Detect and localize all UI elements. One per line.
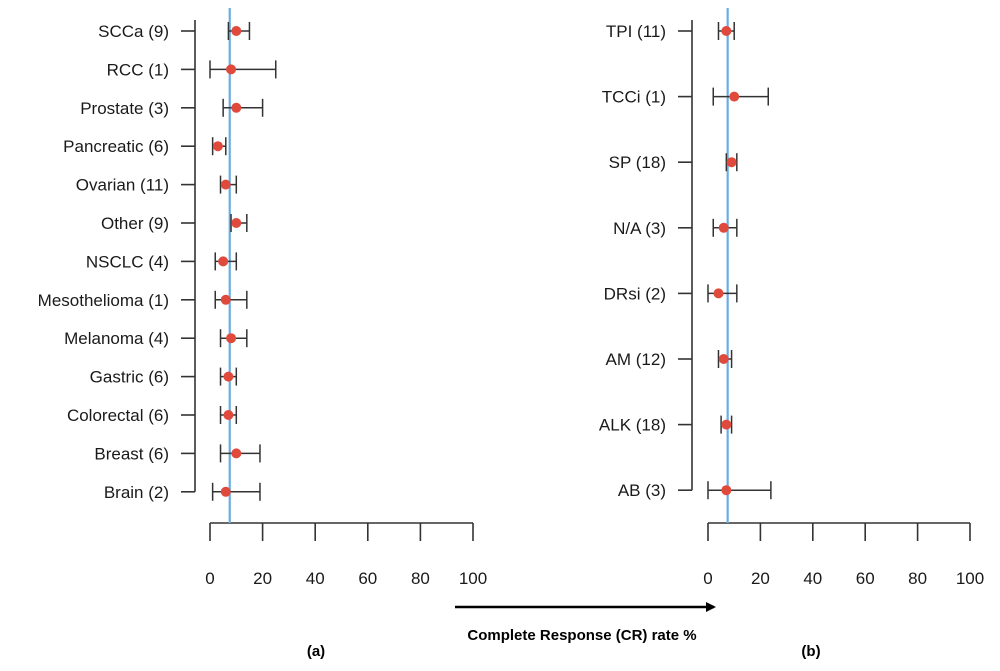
error-bar [712,87,770,106]
data-point [226,333,237,344]
error-bar [211,482,261,501]
category-label: ALK (18) [599,416,666,435]
category-label: Other (9) [101,214,169,233]
x-tick-label: 20 [253,569,272,588]
data-point [718,222,729,233]
x-tick-label: 100 [956,569,984,588]
error-bar [214,290,248,309]
x-tick-label: 60 [358,569,377,588]
data-point [212,141,223,152]
category-label: Prostate (3) [80,99,169,118]
x-tick-label: 80 [908,569,927,588]
category-label: SCCa (9) [98,22,169,41]
x-axis-title: Complete Response (CR) rate % [467,627,696,644]
data-point [231,102,242,113]
data-point [218,256,229,267]
x-tick-label: 100 [459,569,487,588]
error-bar [222,98,264,117]
data-point [226,64,237,75]
x-tick-label: 20 [751,569,770,588]
category-label: N/A (3) [613,219,666,238]
category-label: SP (18) [609,153,666,172]
x-tick-label: 80 [411,569,430,588]
category-label: Brain (2) [104,483,169,502]
data-point [231,26,242,36]
data-point [220,486,231,497]
category-label: AB (3) [618,481,666,500]
category-label: Mesothelioma (1) [38,291,169,310]
category-label: TPI (11) [606,22,666,41]
category-label: AM (12) [606,350,666,369]
panel-label-a: (a) [307,643,325,660]
category-label: Pancreatic (6) [63,137,169,156]
category-label: Ovarian (11) [76,176,169,195]
x-tick-label: 40 [306,569,325,588]
data-point [721,419,732,430]
data-point [721,485,732,496]
data-point [721,26,732,36]
data-point [231,448,242,459]
category-label: Colorectal (6) [67,406,169,425]
category-label: DRsi (2) [604,284,666,303]
category-label: Melanoma (4) [64,329,169,348]
data-point [223,410,234,420]
error-bar [707,481,772,500]
panel-b: 0 20 40 60 80 100 TPI (11) TCCi (1) SP (18) N/A (… [599,8,984,588]
data-point [726,157,737,168]
error-bar [209,60,277,79]
category-label: NSCLC (4) [86,252,169,271]
panel-label-b: (b) [801,643,820,660]
category-label: Breast (6) [94,444,169,463]
data-point [220,179,231,190]
data-point [713,288,724,299]
x-tick-label: 40 [803,569,822,588]
data-point [718,354,729,364]
x-tick-label: 0 [205,569,214,588]
panel-a: 0 20 40 60 80 100 SCCa (9) RCC (1) Prostate (3) P… [38,8,487,588]
data-point [220,294,231,305]
category-label: TCCi (1) [602,88,666,107]
x-tick-label: 60 [856,569,875,588]
category-label: RCC (1) [107,60,169,79]
category-label: Gastric (6) [90,368,169,387]
data-point [231,218,242,228]
data-point [729,91,740,102]
data-point [223,371,234,382]
x-tick-label: 0 [703,569,712,588]
